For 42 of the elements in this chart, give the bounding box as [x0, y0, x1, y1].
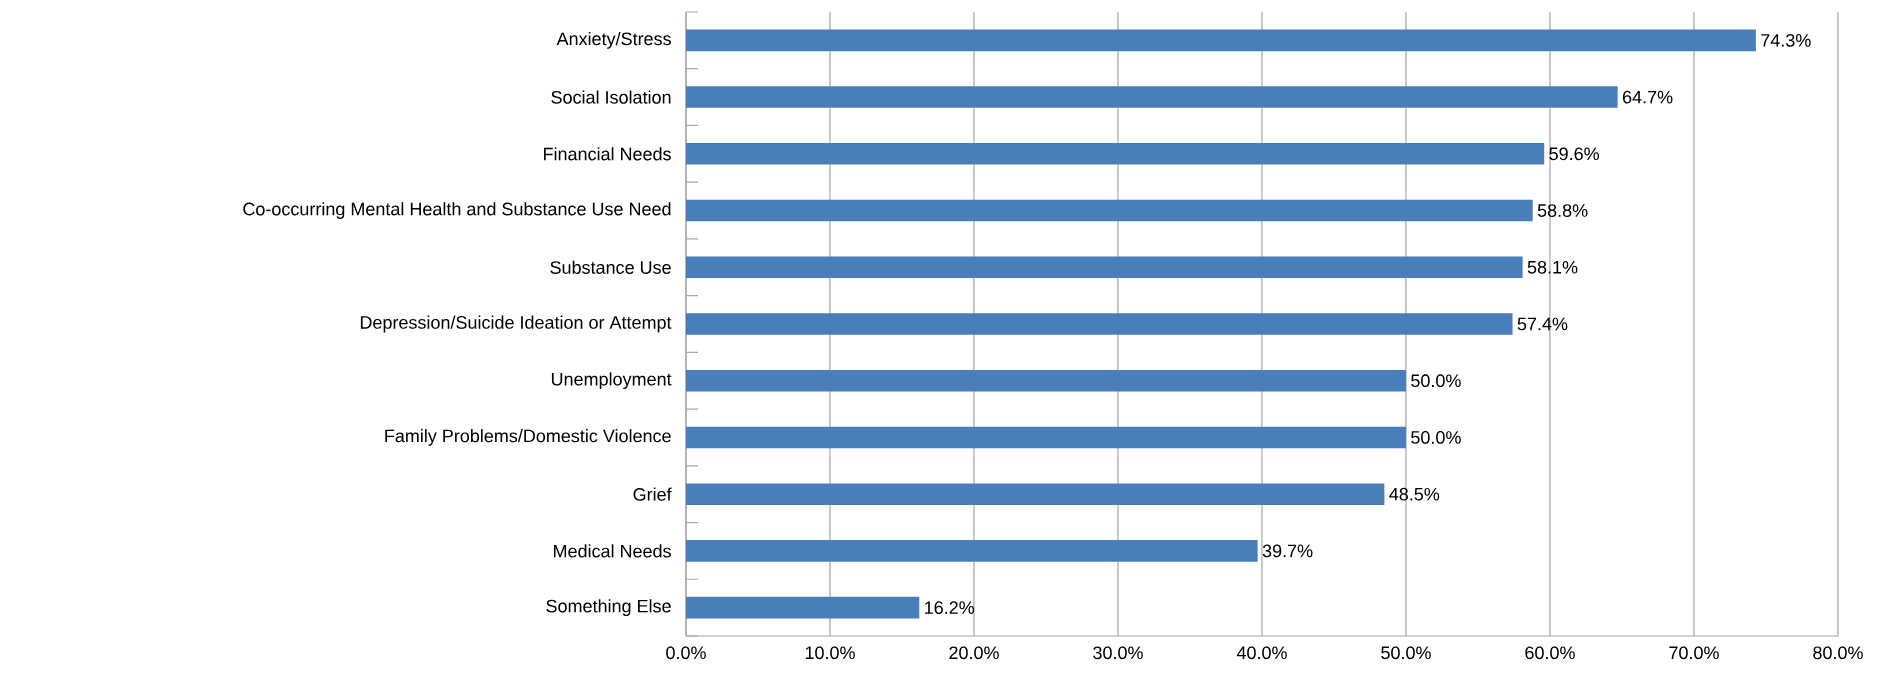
data-label: 39.7% — [1262, 544, 1313, 558]
data-label: 48.5% — [1389, 487, 1440, 501]
data-label: 58.1% — [1527, 260, 1578, 274]
y-tick-label: Social Isolation — [551, 90, 671, 104]
bar — [686, 29, 1756, 52]
bar — [686, 540, 1258, 562]
bar — [686, 313, 1513, 335]
bar — [686, 426, 1406, 449]
data-label: 64.7% — [1622, 90, 1673, 104]
y-tick-label: Medical Needs — [554, 544, 671, 558]
bar — [686, 143, 1545, 165]
data-label: 50.0% — [1411, 374, 1461, 388]
y-tick-label: Financial Needs — [544, 147, 671, 161]
y-tick-label: Something Else — [546, 599, 671, 617]
x-tick-label: 70.0% — [1669, 646, 1719, 660]
x-tick-label: 50.0% — [1381, 646, 1431, 660]
data-label: 58.8% — [1537, 204, 1588, 217]
bar — [686, 596, 920, 619]
y-tick-label: Unemployment — [551, 372, 672, 390]
bar — [686, 369, 1406, 392]
x-tick-label: 30.0% — [1093, 646, 1143, 660]
y-tick-label: Co-occurring Mental Health and Substance Use Need — [243, 202, 671, 219]
bar — [686, 256, 1523, 279]
x-tick-label: 60.0% — [1525, 646, 1575, 660]
data-label: 74.3% — [1761, 33, 1811, 47]
x-tick-label: 80.0% — [1813, 646, 1863, 660]
y-tick-label: Substance Use — [550, 260, 671, 274]
bar — [686, 86, 1618, 108]
x-tick-label: 10.0% — [805, 646, 855, 660]
x-tick-label: 20.0% — [949, 646, 999, 660]
x-tick-label: 40.0% — [1236, 646, 1287, 660]
bar — [686, 199, 1533, 222]
y-tick-label: Family Problems/Domestic Violence — [385, 429, 671, 446]
y-tick-label: Depression/Suicide Ideation or Attempt — [360, 315, 672, 333]
y-tick-label: Grief — [633, 487, 672, 501]
data-label: 16.2% — [925, 601, 975, 615]
x-tick-label: 0.0% — [666, 646, 706, 660]
data-label: 59.6% — [1549, 147, 1600, 161]
data-label: 57.4% — [1517, 317, 1568, 331]
bar — [686, 483, 1385, 505]
y-tick-label: Anxiety/Stress — [556, 31, 671, 49]
data-label: 50.0% — [1411, 431, 1461, 444]
